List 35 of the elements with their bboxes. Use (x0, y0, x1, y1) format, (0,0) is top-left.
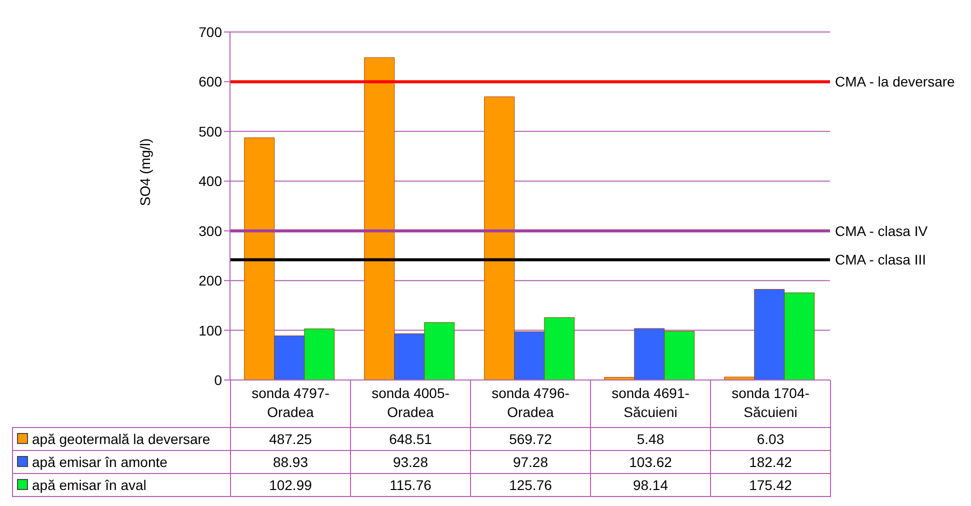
x-tick-label: sonda 4691-Săcuieni (590, 380, 710, 427)
data-label: 648.51 (350, 427, 470, 450)
legend-label: apă geotermală la deversare (12, 427, 230, 450)
x-tick-label: sonda 4797-Oradea (230, 380, 350, 427)
data-label: 487.25 (230, 427, 350, 450)
data-label: 88.93 (230, 450, 350, 473)
data-label: 182.42 (710, 450, 830, 473)
y-tick-label: 300 (198, 222, 222, 239)
y-tick-label: 400 (198, 173, 222, 190)
ref-line-label: CMA - la deversare (835, 74, 956, 90)
legend-label: apă emisar în amonte (12, 450, 230, 473)
y-tick-label: 700 (198, 24, 222, 40)
y-tick-label: 200 (198, 272, 222, 289)
legend-label: apă emisar în aval (12, 473, 230, 496)
data-label: 103.62 (590, 450, 710, 473)
data-label: 175.42 (710, 473, 830, 496)
data-label: 115.76 (350, 473, 470, 496)
data-label: 5.48 (590, 427, 710, 450)
data-label: 569.72 (470, 427, 590, 450)
x-tick-label: sonda 4005-Oradea (350, 380, 470, 427)
x-tick-label: sonda 4796-Oradea (470, 380, 590, 427)
y-tick-label: 100 (198, 322, 222, 338)
data-label: 97.28 (470, 450, 590, 473)
y-tick-label: 500 (198, 123, 222, 140)
data-label: 93.28 (350, 450, 470, 473)
data-label: 98.14 (590, 473, 710, 496)
x-tick-label: sonda 1704-Săcuieni (710, 380, 830, 427)
ref-line-label: CMA - clasa IV (835, 222, 928, 239)
y-tick-label: 600 (198, 74, 222, 90)
data-label: 125.76 (470, 473, 590, 496)
ref-line-label: CMA - clasa III (835, 252, 926, 268)
y-axis-title: SO4 (mg/l) (136, 138, 153, 206)
data-label: 6.03 (710, 427, 830, 450)
data-label: 102.99 (230, 473, 350, 496)
y-tick-label: 0 (214, 372, 222, 388)
